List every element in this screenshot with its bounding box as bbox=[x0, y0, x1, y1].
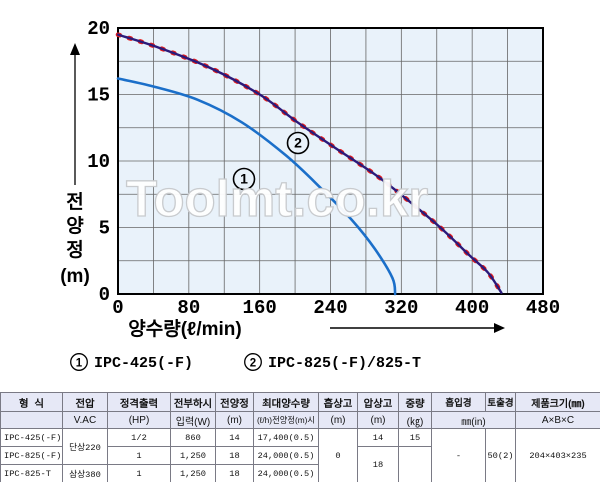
svg-text:(m): (m) bbox=[60, 266, 90, 287]
svg-text:정: 정 bbox=[66, 239, 83, 261]
svg-text:400: 400 bbox=[455, 297, 489, 319]
svg-text:480: 480 bbox=[526, 297, 560, 319]
svg-text:2: 2 bbox=[294, 135, 302, 151]
svg-text:5: 5 bbox=[99, 218, 110, 240]
svg-text:IPC-825(-F)/825-T: IPC-825(-F)/825-T bbox=[268, 355, 421, 372]
svg-text:1: 1 bbox=[76, 358, 83, 370]
svg-text:320: 320 bbox=[384, 297, 418, 319]
svg-text:0: 0 bbox=[112, 297, 123, 319]
svg-text:Toolmt.co.kr: Toolmt.co.kr bbox=[126, 170, 428, 227]
svg-text:10: 10 bbox=[87, 151, 110, 173]
svg-text:160: 160 bbox=[243, 297, 277, 319]
svg-text:15: 15 bbox=[87, 85, 110, 107]
svg-text:0: 0 bbox=[99, 284, 110, 306]
svg-text:20: 20 bbox=[87, 18, 110, 40]
svg-text:IPC-425(-F): IPC-425(-F) bbox=[94, 355, 193, 372]
svg-text:전: 전 bbox=[66, 191, 83, 213]
svg-text:양수량(ℓ/min): 양수량(ℓ/min) bbox=[128, 318, 241, 340]
svg-text:2: 2 bbox=[250, 358, 256, 370]
svg-text:240: 240 bbox=[313, 297, 347, 319]
svg-text:80: 80 bbox=[177, 297, 200, 319]
svg-text:양: 양 bbox=[66, 215, 84, 237]
